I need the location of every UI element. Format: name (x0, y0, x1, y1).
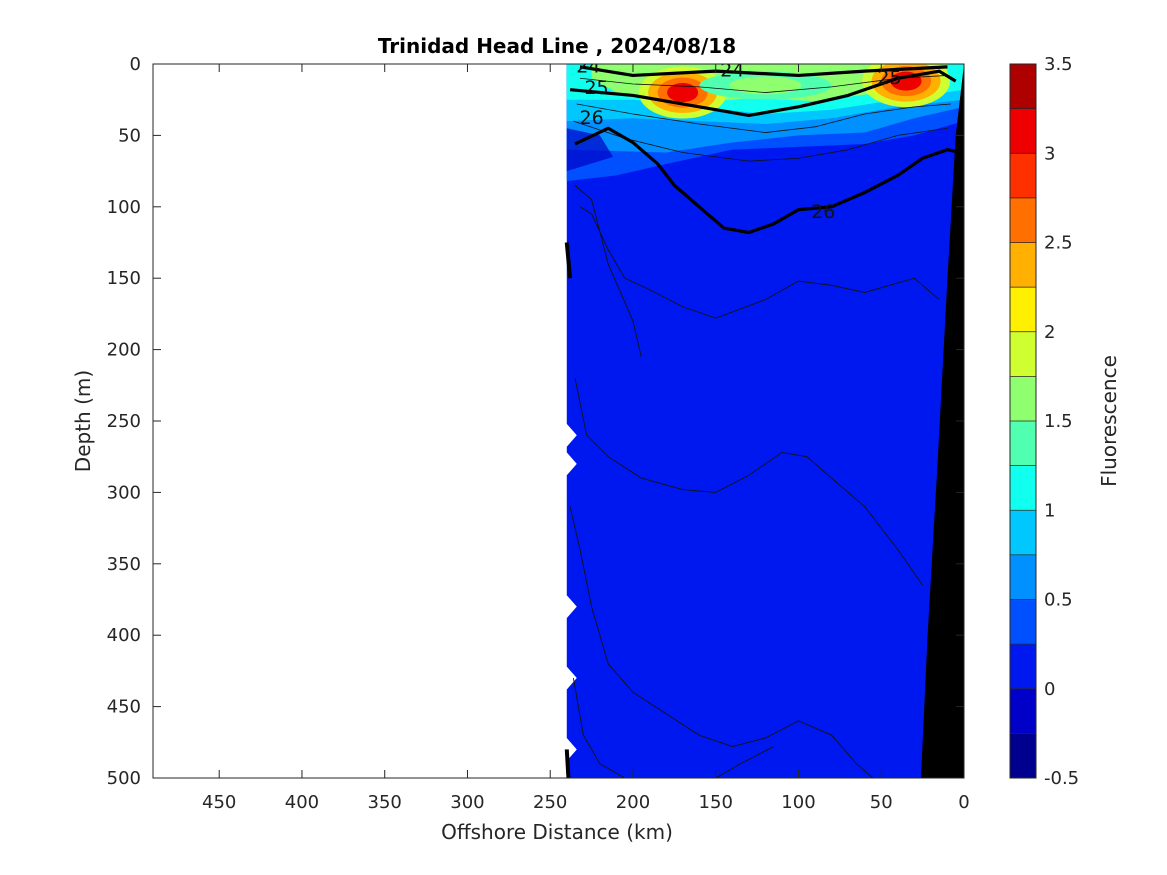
colorbar-tick-label-8: -0.5 (1044, 768, 1079, 789)
y-tick-label-4: 200 (107, 340, 141, 361)
x-tick-label-9: 0 (958, 792, 969, 813)
y-tick-label-1: 50 (118, 125, 141, 146)
x-tick-label-1: 400 (285, 792, 319, 813)
colorbar-tick-label-1: 3 (1044, 143, 1055, 164)
thin-upper-contour-1 (576, 103, 951, 133)
isopycnal-24 (579, 65, 948, 78)
colorbar-segment-14 (1010, 108, 1036, 154)
thin-contour-5 (574, 185, 642, 357)
colorbar-segment-7 (1010, 421, 1036, 467)
colorbar-segment-1 (1010, 688, 1036, 734)
thin-contour-2 (569, 506, 874, 778)
y-tick-label-10: 500 (107, 768, 141, 789)
colorbar-tick-label-3: 2 (1044, 322, 1055, 343)
colorbar-tick-label-4: 1.5 (1044, 411, 1073, 432)
colorbar-segment-8 (1010, 376, 1036, 422)
x-axis-label: Offshore Distance (km) (441, 820, 673, 844)
isopycnal-26 (574, 126, 962, 235)
contour-label-4: 26 (580, 107, 604, 129)
isopycnal-25 (569, 69, 957, 118)
thin-contour-1 (574, 378, 923, 586)
contour-label-1: 24 (720, 60, 744, 82)
colorbar-segment-11 (1010, 242, 1036, 288)
y-tick-label-5: 250 (107, 411, 141, 432)
colorbar-segment-10 (1010, 287, 1036, 333)
colorbar-tick-label-6: 0.5 (1044, 590, 1073, 611)
colorbar-segment-13 (1010, 153, 1036, 199)
field-background (566, 64, 964, 778)
y-tick-label-2: 100 (107, 197, 141, 218)
thin-contour-3 (572, 677, 625, 778)
colorbar-tick-label-2: 2.5 (1044, 233, 1073, 254)
colorbar-frame (1009, 63, 1037, 779)
x-tick-label-4: 250 (533, 792, 567, 813)
y-tick-label-6: 300 (107, 482, 141, 503)
thin-contour-4 (715, 746, 774, 778)
colorbar-segment-5 (1010, 510, 1036, 556)
colorbar-segment-6 (1010, 465, 1036, 511)
contour-label-3: 25 (877, 67, 901, 89)
chl-max-2-1 (729, 76, 802, 95)
colorbar-segment-4 (1010, 554, 1036, 600)
thin-contour-0 (579, 206, 940, 319)
x-tick-label-0: 450 (202, 792, 236, 813)
x-tick-label-2: 350 (368, 792, 402, 813)
thin-upper-contour-2 (573, 120, 948, 162)
colorbar-tick-label-5: 1 (1044, 500, 1055, 521)
y-tick-label-3: 150 (107, 268, 141, 289)
colorbar-segment-9 (1010, 331, 1036, 377)
x-tick-label-7: 100 (781, 792, 815, 813)
y-tick-label-9: 450 (107, 697, 141, 718)
x-tick-label-8: 50 (870, 792, 893, 813)
colorbar-label: Fluorescence (1097, 355, 1121, 487)
colorbar-tick-label-0: 3.5 (1044, 54, 1073, 75)
x-axis-ticks: 450 400 350 300 250 200 150 100 50 0 (202, 64, 970, 813)
colorbar-segment-0 (1010, 733, 1036, 779)
y-tick-label-8: 400 (107, 625, 141, 646)
colorbar: 3.5 3 2.5 2 1.5 1 0.5 0 -0.5 (1009, 54, 1079, 789)
colorbar-tick-label-7: 0 (1044, 679, 1055, 700)
chl-max-0-3 (667, 83, 699, 103)
y-axis-label: Depth (m) (71, 370, 95, 472)
colorbar-segment-15 (1010, 64, 1036, 110)
chart-title: Trinidad Head Line , 2024/08/18 (378, 34, 736, 58)
x-tick-label-3: 300 (450, 792, 484, 813)
isopycnal-fragment-1 (564, 749, 571, 778)
colorbar-segment-12 (1010, 197, 1036, 243)
y-axis-ticks: 0 50 100 150 200 250 300 350 400 450 500 (107, 54, 964, 789)
y-tick-label-7: 350 (107, 554, 141, 575)
x-tick-label-6: 150 (699, 792, 733, 813)
isopycnal-fragment-0 (564, 242, 573, 279)
colorbar-segment-2 (1010, 644, 1036, 690)
contour-label-0: 24 (576, 55, 600, 77)
contour-label-2: 25 (584, 77, 608, 99)
y-tick-label-0: 0 (130, 54, 141, 75)
colorbar-segment-3 (1010, 599, 1036, 645)
field-low-patch (566, 128, 614, 172)
contour-label-5: 26 (811, 201, 835, 223)
x-tick-label-5: 200 (616, 792, 650, 813)
bathymetry (920, 64, 964, 778)
